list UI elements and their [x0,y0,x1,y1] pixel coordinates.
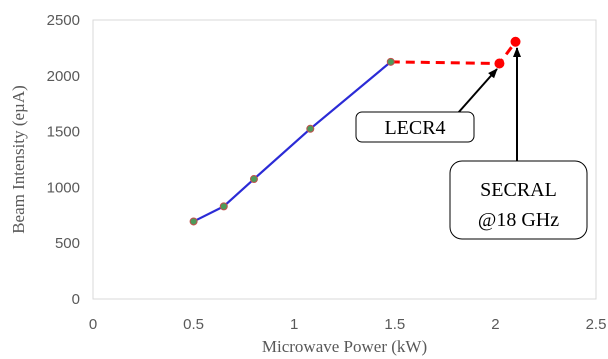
y-axis-ticks: 0 500 1000 1500 2000 2500 [47,12,80,308]
x-axis-title: Microwave Power (kW) [262,337,427,356]
x-tick-label: 1.5 [384,316,405,333]
x-tick-label: 0 [89,316,97,333]
lecr4-label: LECR4 [384,117,445,139]
y-tick-label: 500 [55,235,80,252]
series-0-point [386,57,395,66]
secral-label-line1: SECRAL [480,179,557,201]
x-tick-label: 2.5 [586,316,607,333]
secral-box [449,160,588,240]
series-0-point [219,202,228,211]
series-0-point [189,217,198,226]
series-layer [189,36,521,226]
plot-area [92,19,597,300]
x-tick-label: 1 [290,316,298,333]
x-tick-label: 2 [491,316,499,333]
x-axis-ticks: 0 0.5 1 1.5 2 2.5 [89,316,607,333]
series-1-point [494,58,505,69]
series-1-point [510,36,521,47]
series-0-point [249,175,258,184]
y-tick-label: 1500 [47,124,80,141]
y-axis-title: Beam Intensity (eµA) [9,85,28,234]
y-tick-label: 2000 [47,68,80,85]
y-tick-label: 0 [72,291,80,308]
secral-label-line2: @18 GHz [478,209,559,231]
annotation-lecr4: LECR4 [355,68,498,143]
annotation-secral: SECRAL @18 GHz [449,47,588,240]
y-tick-label: 2500 [47,12,80,29]
x-tick-label: 0.5 [183,316,204,333]
lecr4-box [355,111,475,143]
y-tick-label: 1000 [47,179,80,196]
series-0-point [306,124,315,133]
